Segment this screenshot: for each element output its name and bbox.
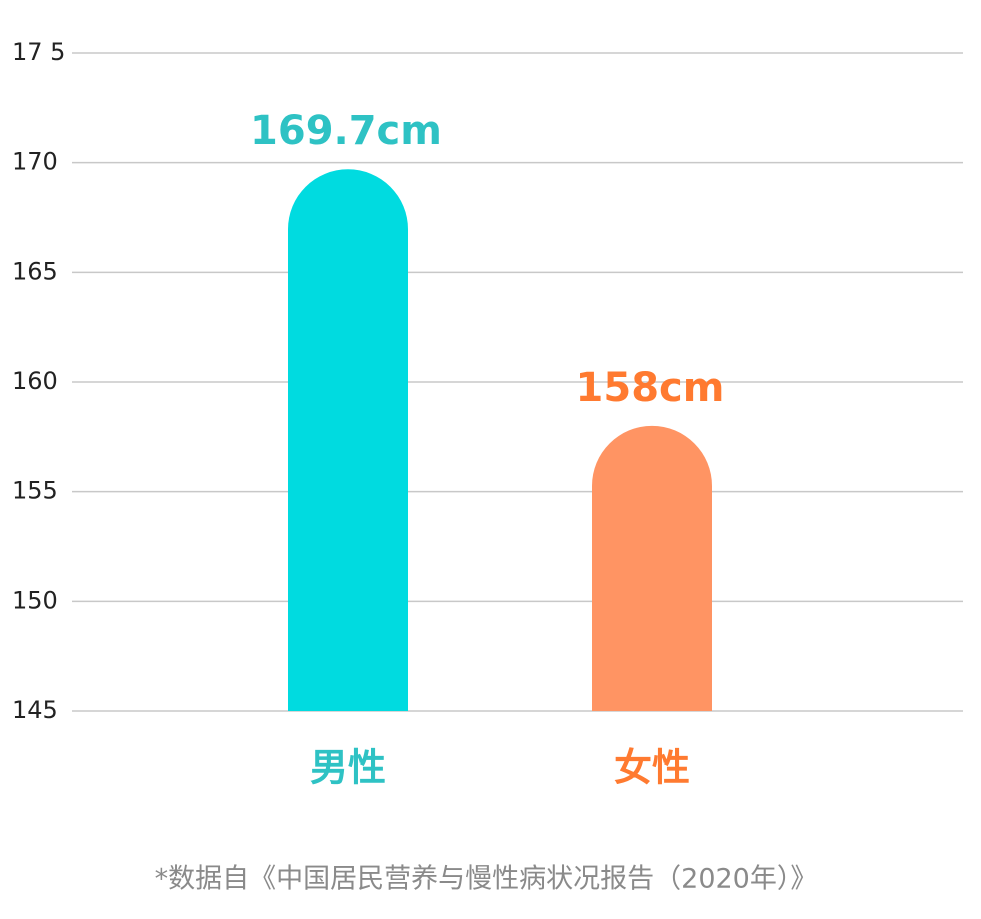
- bar: [592, 425, 712, 711]
- value-label: 169.7cm: [250, 108, 442, 154]
- y-tick-label: 170: [12, 148, 58, 176]
- footnote: *数据自《中国居民营养与慢性病状况报告（2020年）》: [155, 864, 818, 895]
- y-tick-label: 165: [12, 257, 58, 285]
- y-tick-label: 150: [12, 586, 58, 614]
- x-tick-label: 男性: [310, 746, 386, 790]
- y-tick-label: 17 5: [12, 38, 65, 66]
- bar: [288, 169, 408, 711]
- x-tick-label: 女性: [614, 746, 690, 790]
- value-label: 158cm: [576, 365, 725, 411]
- y-tick-label: 145: [12, 696, 58, 724]
- y-tick-label: 155: [12, 477, 58, 505]
- y-tick-label: 160: [12, 367, 58, 395]
